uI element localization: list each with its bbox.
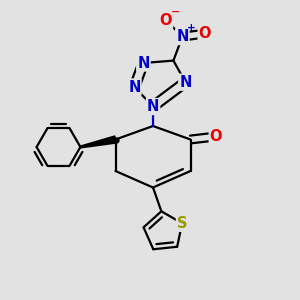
Text: S: S [177,216,188,231]
Text: −: − [171,7,180,17]
Text: O: O [160,13,172,28]
Text: N: N [128,80,141,94]
Text: N: N [176,29,189,44]
Text: +: + [187,23,196,33]
Text: N: N [147,99,159,114]
Text: O: O [210,129,222,144]
Text: N: N [137,56,150,70]
Text: N: N [179,75,192,90]
Polygon shape [80,136,116,148]
Text: O: O [199,26,211,41]
